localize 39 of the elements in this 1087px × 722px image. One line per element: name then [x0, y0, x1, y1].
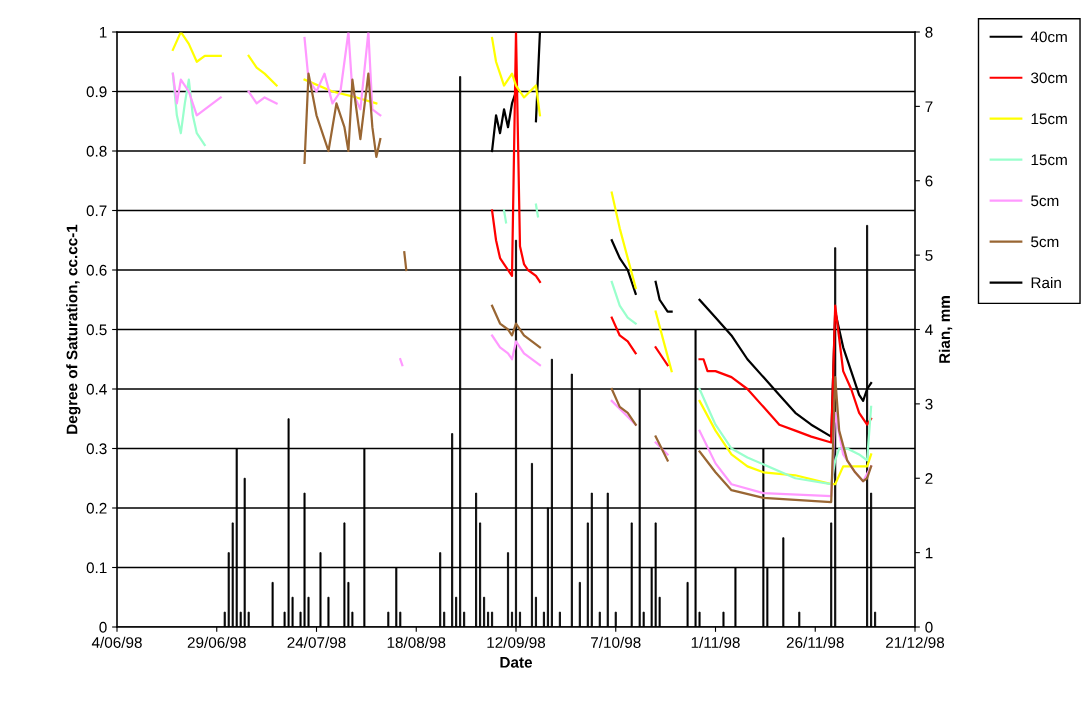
y-tick-label: 0.9 [86, 86, 107, 98]
y2-tick-label: 1 [925, 547, 933, 559]
x-axis-title: Date [500, 657, 533, 668]
x-tick-label: 18/08/98 [387, 636, 446, 648]
legend-label: 15cm [1031, 113, 1067, 125]
y-tick-label: 1 [99, 27, 107, 38]
x-tick-label: 29/06/98 [187, 636, 246, 648]
x-tick-label: 21/12/98 [886, 636, 945, 648]
x-tick-label: 26/11/98 [786, 636, 844, 648]
y2-tick-label: 5 [925, 250, 933, 261]
y2-tick-label: 0 [925, 621, 933, 633]
y-tick-label: 0.6 [86, 264, 107, 276]
y2-axis-title: Rian, mm [938, 296, 953, 363]
y2-tick-label: 3 [925, 398, 933, 410]
legend-label: 15cm [1031, 154, 1067, 166]
legend-label: 5cm [1031, 195, 1059, 207]
x-tick-label: 7/10/98 [591, 636, 641, 648]
y2-tick-label: 2 [925, 473, 933, 484]
y-tick-label: 0.4 [86, 383, 107, 395]
y-tick-label: 0.3 [86, 443, 107, 455]
y-axis-title: Degree of Saturation, cc.cc-1 [66, 224, 81, 434]
y2-tick-label: 6 [925, 175, 933, 187]
y2-tick-label: 8 [925, 26, 933, 38]
x-tick-label: 1/11/98 [691, 636, 740, 648]
x-tick-label: 24/07/98 [287, 636, 346, 648]
y-tick-label: 0 [99, 621, 107, 633]
legend-label: Rain [1031, 276, 1061, 289]
x-tick-label: 12/09/98 [487, 636, 546, 648]
legend-label: 40cm [1030, 31, 1067, 43]
y-tick-label: 0.7 [86, 205, 107, 217]
y-tick-label: 0.5 [86, 324, 107, 336]
legend-label: 30cm [1031, 72, 1067, 84]
x-tick-label: 4/06/98 [91, 636, 142, 648]
y-tick-label: 0.2 [86, 502, 107, 514]
y-tick-label: 0.8 [86, 145, 107, 157]
legend-label: 5cm [1031, 236, 1059, 248]
y-tick-label: 0.1 [86, 562, 107, 574]
y2-tick-label: 7 [925, 101, 933, 112]
y2-tick-label: 4 [925, 324, 933, 336]
